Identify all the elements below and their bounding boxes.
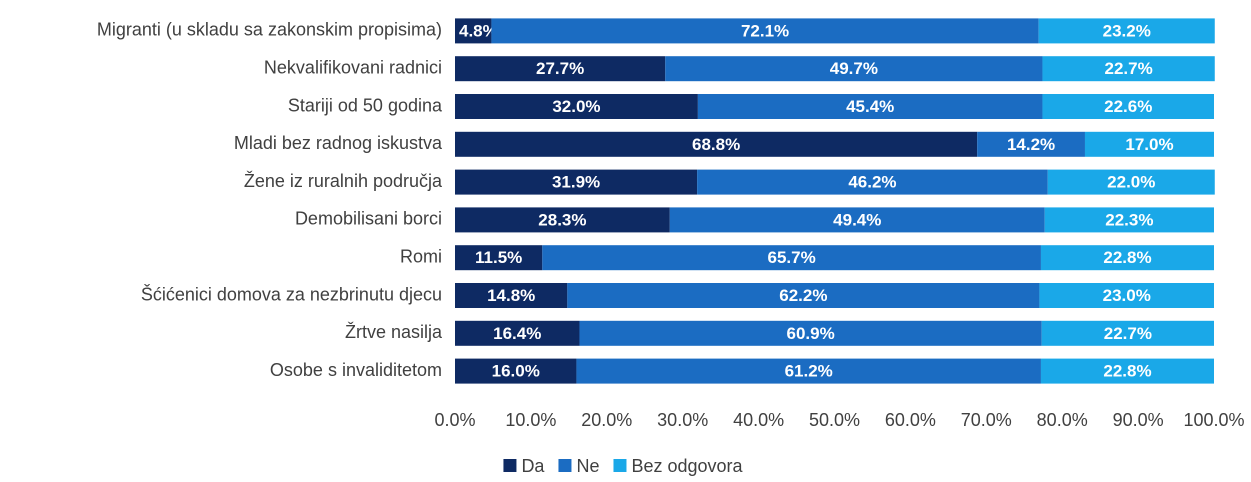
x-tick-label: 30.0% xyxy=(657,410,708,430)
bar-segment xyxy=(697,169,1048,195)
bar-segment xyxy=(697,94,1043,119)
x-tick-label: 50.0% xyxy=(809,410,860,430)
bar-segment xyxy=(1084,131,1214,157)
bar-segment xyxy=(1044,207,1214,233)
bar-segment xyxy=(455,56,666,82)
bar-segment xyxy=(455,131,978,157)
bar-segment xyxy=(455,18,492,44)
bar-segment xyxy=(1040,245,1214,271)
data-label: 46.2% xyxy=(848,173,896,192)
data-label: 60.9% xyxy=(786,324,834,343)
x-tick-label: 70.0% xyxy=(961,410,1012,430)
data-label: 14.2% xyxy=(1007,135,1055,154)
bar-segment xyxy=(455,283,568,308)
legend-swatch xyxy=(558,459,572,472)
data-label: 22.6% xyxy=(1104,97,1152,116)
data-label: 23.2% xyxy=(1103,21,1151,40)
category-label: Šćićenici domova za nezbrinutu djecu xyxy=(141,283,442,304)
x-tick-label: 40.0% xyxy=(733,410,784,430)
x-tick-label: 20.0% xyxy=(581,410,632,430)
bar-segment xyxy=(665,56,1043,82)
bar-segment xyxy=(542,245,1041,271)
bar-segment xyxy=(1047,169,1215,195)
bar-segment xyxy=(491,18,1039,44)
category-label: Žrtve nasilja xyxy=(345,322,443,342)
data-label: 16.0% xyxy=(492,362,540,381)
x-tick-label: 10.0% xyxy=(505,410,556,430)
data-label: 65.7% xyxy=(768,248,816,267)
data-label: 31.9% xyxy=(552,173,600,192)
bar-segment xyxy=(567,283,1040,308)
bar-segment xyxy=(1040,358,1214,384)
data-label: 49.4% xyxy=(833,210,881,229)
data-label: 32.0% xyxy=(552,97,600,116)
data-label: 23.0% xyxy=(1103,286,1151,305)
category-label: Demobilisani borci xyxy=(295,209,442,229)
bar-segment xyxy=(1042,94,1214,119)
legend-label: Bez odgovora xyxy=(631,456,743,476)
data-label: 27.7% xyxy=(536,59,584,78)
bar-segment xyxy=(576,358,1041,384)
data-label: 49.7% xyxy=(830,59,878,78)
data-label: 16.4% xyxy=(493,324,541,343)
data-label: 22.7% xyxy=(1105,59,1153,78)
category-label: Osobe s invaliditetom xyxy=(270,360,442,380)
data-label: 61.2% xyxy=(785,362,833,381)
bar-segment xyxy=(1041,320,1214,346)
data-label: 11.5% xyxy=(475,248,522,267)
bar-segment xyxy=(977,131,1085,157)
bar-segment xyxy=(455,94,698,119)
data-label: 22.7% xyxy=(1104,324,1152,343)
legend-swatch xyxy=(503,459,517,472)
category-label: Nekvalifikovani radnici xyxy=(264,57,442,77)
data-label: 22.0% xyxy=(1107,173,1155,192)
data-label: 68.8% xyxy=(692,135,740,154)
bar-segment xyxy=(1042,56,1215,82)
bar-segment xyxy=(455,320,580,346)
legend-label: Da xyxy=(521,456,545,476)
x-tick-label: 100.0% xyxy=(1183,410,1244,430)
category-label: Migranti (u skladu sa zakonskim propisim… xyxy=(97,20,442,40)
legend-label: Ne xyxy=(576,456,599,476)
bar-segment xyxy=(455,169,698,195)
x-tick-label: 60.0% xyxy=(885,410,936,430)
category-label: Stariji od 50 godina xyxy=(288,95,443,115)
bar-segment xyxy=(1038,18,1215,44)
bar-segment xyxy=(579,320,1042,346)
data-label: 22.8% xyxy=(1103,248,1151,267)
data-label: 28.3% xyxy=(538,210,586,229)
data-label: 4.8% xyxy=(459,21,498,40)
category-label: Žene iz ruralnih područja xyxy=(244,171,443,191)
bar-segment xyxy=(669,207,1045,233)
bar-segment xyxy=(455,207,670,233)
data-label: 72.1% xyxy=(741,21,789,40)
bar-segment xyxy=(455,358,577,384)
data-label: 22.8% xyxy=(1103,362,1151,381)
x-tick-label: 0.0% xyxy=(434,410,475,430)
data-label: 62.2% xyxy=(779,286,827,305)
category-label: Mladi bez radnog iskustva xyxy=(234,133,443,153)
data-label: 22.3% xyxy=(1105,210,1153,229)
category-label: Romi xyxy=(400,246,442,266)
bar-segment xyxy=(1039,283,1214,308)
data-label: 45.4% xyxy=(846,97,894,116)
x-tick-label: 90.0% xyxy=(1113,410,1164,430)
data-label: 14.8% xyxy=(487,286,535,305)
data-label: 17.0% xyxy=(1125,135,1173,154)
bar-segment xyxy=(455,245,543,271)
x-tick-label: 80.0% xyxy=(1037,410,1088,430)
legend-swatch xyxy=(613,459,627,472)
